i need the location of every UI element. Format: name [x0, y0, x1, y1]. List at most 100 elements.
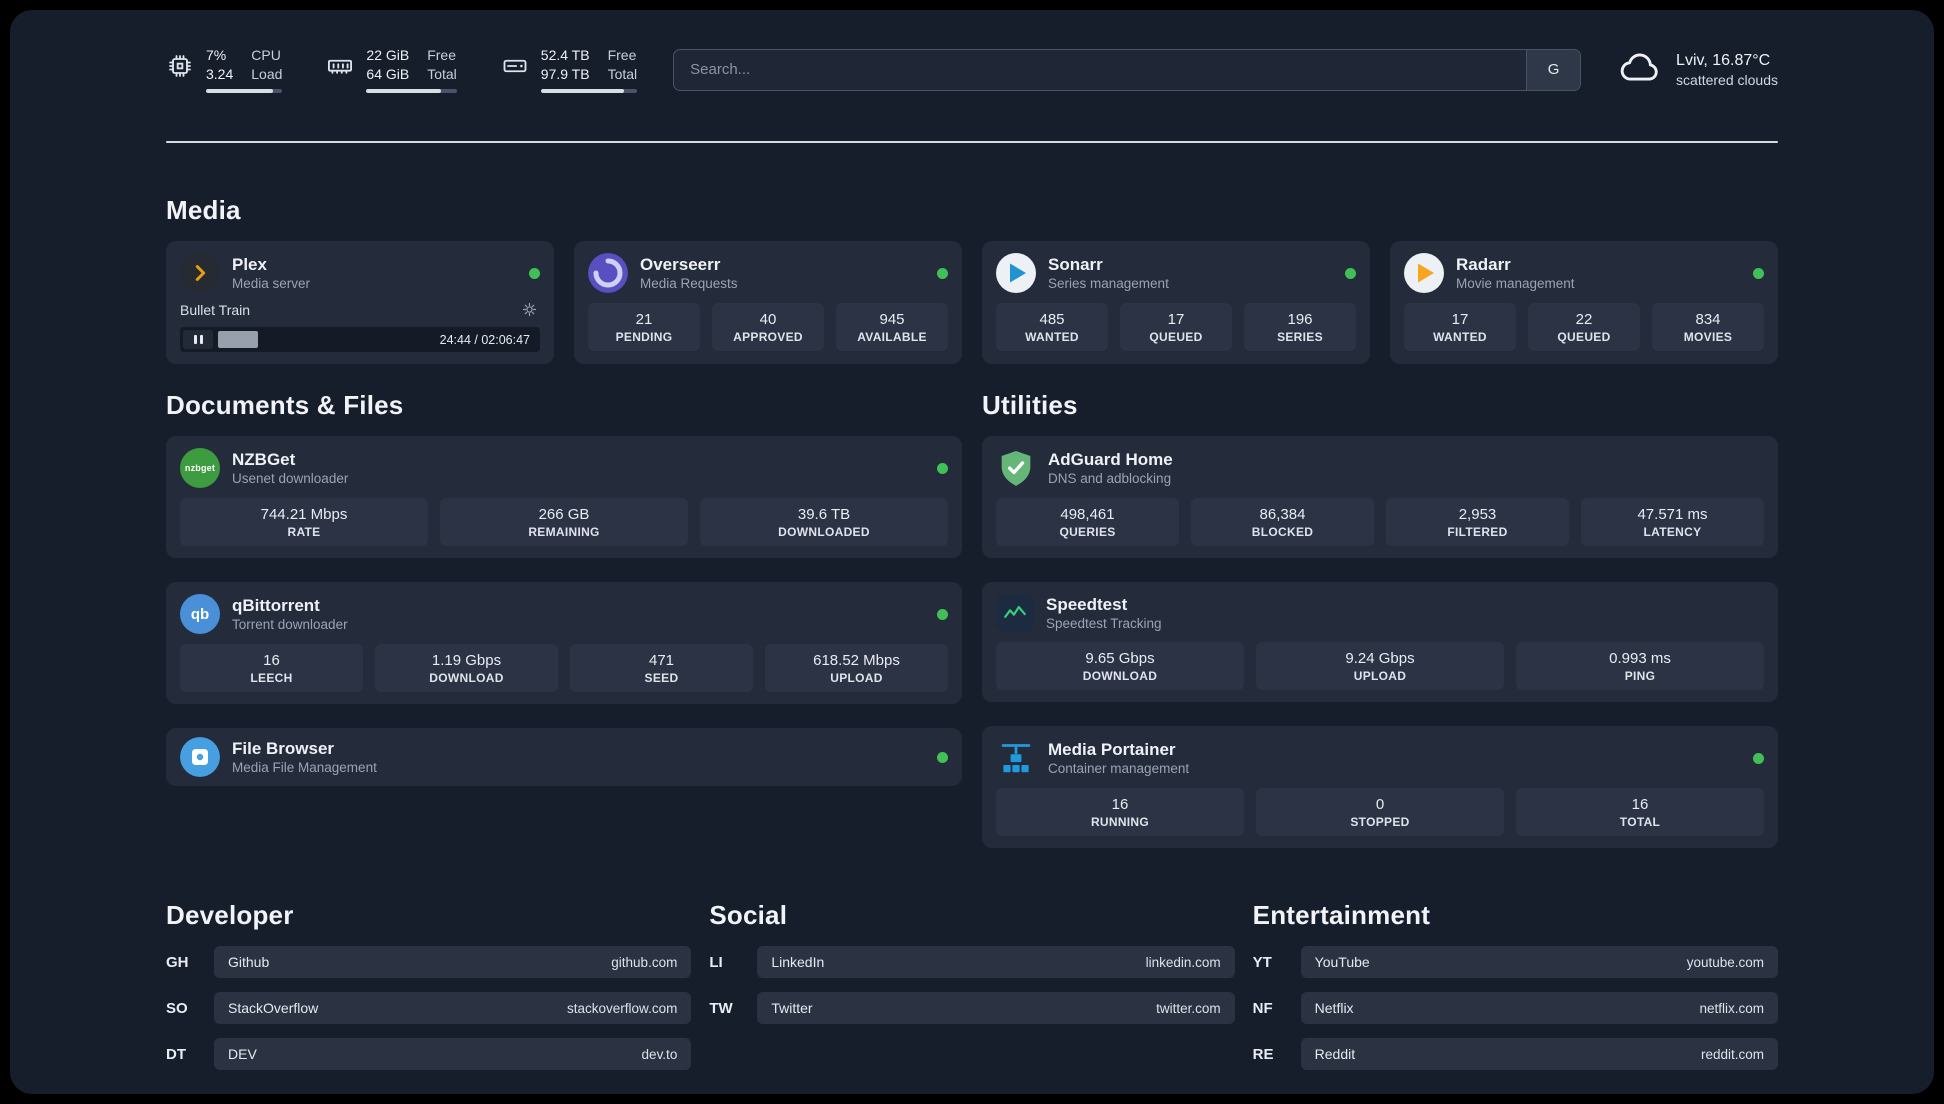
stat-tile: 834 MOVIES	[1652, 303, 1764, 351]
app-card-sonarr[interactable]: Sonarr Series management 485 WANTED 17 Q…	[982, 241, 1370, 364]
stat-label: APPROVED	[733, 329, 803, 344]
app-card-portainer[interactable]: Media Portainer Container management 16 …	[982, 726, 1778, 848]
bookmark-link-netflix[interactable]: Netflix netflix.com	[1300, 992, 1778, 1024]
stat-label: MOVIES	[1683, 329, 1733, 344]
app-name: File Browser	[232, 739, 335, 758]
stat-label: SEED	[644, 670, 679, 685]
bookmark-abbr: YT	[1252, 953, 1272, 971]
stat-value: 86,384	[1259, 505, 1306, 523]
sonarr-icon	[996, 253, 1036, 293]
bookmark-name: Github	[228, 954, 270, 970]
stat-label: UPLOAD	[830, 670, 883, 685]
filebrowser-icon	[180, 737, 220, 777]
bookmark-link-twitter[interactable]: Twitter twitter.com	[757, 992, 1235, 1024]
section-title-social: Social	[709, 900, 788, 930]
app-card-qbittorrent[interactable]: qb qBittorrent Torrent downloader 16 LEE…	[166, 582, 962, 704]
cpu-load-value: 3.24	[206, 66, 234, 82]
bookmark-name: Netflix	[1314, 1000, 1354, 1016]
stat-tile: 2,953 FILTERED	[1386, 498, 1569, 546]
status-dot	[1753, 267, 1764, 279]
search-input[interactable]	[674, 49, 1527, 90]
cpu-readout: 7% 3.24 CPU Load	[206, 46, 283, 93]
section-documents: Documents & Files nzbget NZBGet Usenet d…	[166, 390, 962, 786]
status-dot	[1345, 267, 1356, 279]
weather-condition: scattered clouds	[1676, 71, 1778, 88]
stat-label: REMAINING	[528, 524, 600, 539]
bookmark-link-reddit[interactable]: Reddit reddit.com	[1300, 1038, 1778, 1070]
bookmark-link-dev[interactable]: DEV dev.to	[214, 1038, 692, 1070]
stat-tile: 16 TOTAL	[1516, 788, 1764, 836]
cpu-percent: 7%	[206, 47, 227, 63]
memory-monitor: 22 GiB 64 GiB Free Total	[326, 46, 457, 93]
section-entertainment: Entertainment YT YouTube youtube.com NF …	[1253, 900, 1778, 1070]
stat-tile: 498,461 QUERIES	[996, 498, 1179, 546]
section-utilities: Utilities AdGuard Home DNS and a	[982, 390, 1778, 848]
stat-tile: 1.19 Gbps DOWNLOAD	[375, 644, 558, 692]
stat-value: 498,461	[1060, 505, 1115, 523]
app-description: Series management	[1048, 276, 1169, 291]
bookmark-url: stackoverflow.com	[567, 1000, 678, 1016]
cpu-label: CPU	[251, 47, 281, 63]
app-card-plex[interactable]: Plex Media server Bullet Train	[166, 241, 554, 364]
bookmark-abbr: RE	[1252, 1045, 1274, 1063]
bookmark-link-stackoverflow[interactable]: StackOverflow stackoverflow.com	[214, 992, 692, 1024]
stat-tile: 17 WANTED	[1404, 303, 1516, 351]
status-dot	[529, 267, 540, 279]
stat-label: LEECH	[250, 670, 293, 685]
stat-label: LATENCY	[1643, 524, 1702, 539]
bookmark-abbr: TW	[709, 999, 733, 1017]
stat-label: WANTED	[1433, 329, 1487, 344]
app-card-speedtest[interactable]: Speedtest Speedtest Tracking 9.65 Gbps D…	[982, 582, 1778, 702]
section-title-media: Media	[166, 195, 241, 225]
bookmark-row-netflix: NF Netflix netflix.com	[1253, 992, 1778, 1024]
app-card-filebrowser[interactable]: File Browser Media File Management	[166, 728, 962, 786]
disk-readout: 52.4 TB 97.9 TB Free Total	[540, 46, 638, 93]
stat-label: UPLOAD	[1353, 668, 1407, 683]
stat-value: 47.571 ms	[1637, 505, 1708, 523]
dashboard-content: 7% 3.24 CPU Load	[166, 10, 1778, 1094]
app-card-nzbget[interactable]: nzbget NZBGet Usenet downloader 744.21 M…	[166, 436, 962, 558]
stat-tile: 47.571 ms LATENCY	[1581, 498, 1764, 546]
bookmark-url: youtube.com	[1686, 954, 1764, 970]
bookmark-url: reddit.com	[1700, 1046, 1764, 1062]
section-developer: Developer GH Github github.com SO StackO…	[166, 900, 692, 1070]
search-engine-button[interactable]: G	[1526, 49, 1581, 90]
nzbget-icon: nzbget	[180, 448, 220, 488]
app-card-radarr[interactable]: Radarr Movie management 17 WANTED 22 QUE…	[1390, 241, 1778, 364]
stat-tile: 0 STOPPED	[1256, 788, 1504, 836]
memory-free-label: Free	[427, 47, 457, 63]
app-card-adguard[interactable]: AdGuard Home DNS and adblocking 498,461 …	[982, 436, 1778, 558]
qbittorrent-icon: qb	[180, 594, 220, 634]
app-name: Media Portainer	[1048, 740, 1176, 759]
stat-tile: 618.52 Mbps UPLOAD	[765, 644, 948, 692]
bookmark-link-linkedin[interactable]: LinkedIn linkedin.com	[757, 946, 1235, 978]
stat-label: WANTED	[1025, 329, 1079, 344]
memory-readout: 22 GiB 64 GiB Free Total	[366, 46, 457, 93]
bookmark-name: Twitter	[771, 1000, 813, 1016]
stat-label: FILTERED	[1447, 524, 1508, 539]
bookmark-row-stackoverflow: SO StackOverflow stackoverflow.com	[166, 992, 692, 1024]
bookmark-row-reddit: RE Reddit reddit.com	[1253, 1038, 1778, 1070]
disk-free-value: 52.4 TB	[540, 47, 590, 63]
stat-value: 945	[879, 310, 905, 328]
stat-value: 21	[635, 310, 653, 328]
app-card-overseerr[interactable]: Overseerr Media Requests 21 PENDING 40 A…	[574, 241, 962, 364]
bookmark-url: twitter.com	[1156, 1000, 1221, 1016]
now-playing-title: Bullet Train	[180, 301, 251, 318]
bookmark-name: DEV	[228, 1046, 257, 1062]
bookmark-link-github[interactable]: Github github.com	[214, 946, 692, 978]
bookmark-name: Reddit	[1314, 1046, 1356, 1062]
bookmarks-sections: Developer GH Github github.com SO StackO…	[166, 900, 1778, 1094]
stat-value: 9.65 Gbps	[1085, 649, 1155, 667]
search-bar[interactable]: G	[673, 48, 1582, 91]
stat-value: 196	[1287, 310, 1313, 328]
pause-button[interactable]	[183, 330, 213, 349]
stat-label: QUERIES	[1059, 524, 1116, 539]
playback-progress-bar[interactable]	[218, 331, 430, 348]
stat-value: 22	[1575, 310, 1593, 328]
bookmark-link-youtube[interactable]: YouTube youtube.com	[1300, 946, 1778, 978]
disk-monitor: 52.4 TB 97.9 TB Free Total	[501, 46, 638, 93]
status-dot	[937, 608, 948, 620]
bookmark-abbr: GH	[166, 953, 189, 971]
player-settings-button[interactable]	[519, 299, 540, 320]
